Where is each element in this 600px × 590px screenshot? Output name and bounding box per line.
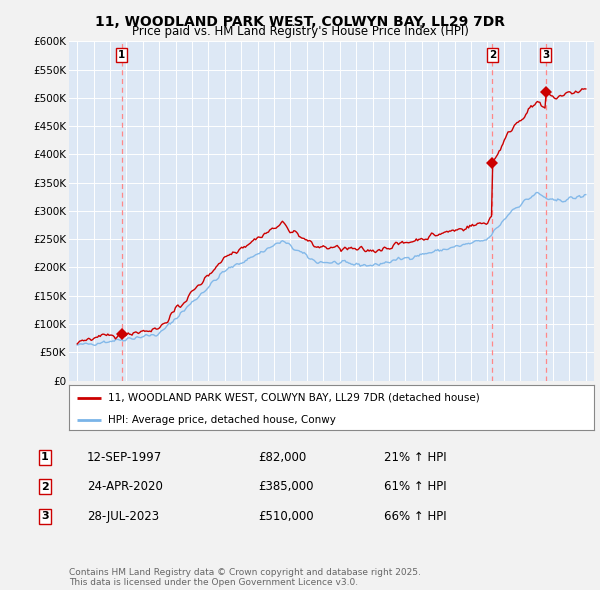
Text: 21% ↑ HPI: 21% ↑ HPI [384, 451, 446, 464]
Text: 2: 2 [488, 50, 496, 60]
Text: 11, WOODLAND PARK WEST, COLWYN BAY, LL29 7DR (detached house): 11, WOODLAND PARK WEST, COLWYN BAY, LL29… [109, 393, 480, 402]
Text: Contains HM Land Registry data © Crown copyright and database right 2025.
This d: Contains HM Land Registry data © Crown c… [69, 568, 421, 587]
Text: 11, WOODLAND PARK WEST, COLWYN BAY, LL29 7DR: 11, WOODLAND PARK WEST, COLWYN BAY, LL29… [95, 15, 505, 29]
Text: £82,000: £82,000 [258, 451, 306, 464]
Text: 28-JUL-2023: 28-JUL-2023 [87, 510, 159, 523]
Text: Price paid vs. HM Land Registry's House Price Index (HPI): Price paid vs. HM Land Registry's House … [131, 25, 469, 38]
Text: 24-APR-2020: 24-APR-2020 [87, 480, 163, 493]
Text: 1: 1 [41, 453, 49, 462]
Text: 12-SEP-1997: 12-SEP-1997 [87, 451, 162, 464]
Text: £385,000: £385,000 [258, 480, 314, 493]
Text: 1: 1 [118, 50, 125, 60]
Text: 3: 3 [542, 50, 550, 60]
Text: £510,000: £510,000 [258, 510, 314, 523]
Text: 2: 2 [41, 482, 49, 491]
Text: 3: 3 [41, 512, 49, 521]
Text: HPI: Average price, detached house, Conwy: HPI: Average price, detached house, Conw… [109, 415, 336, 425]
Text: 66% ↑ HPI: 66% ↑ HPI [384, 510, 446, 523]
Text: 61% ↑ HPI: 61% ↑ HPI [384, 480, 446, 493]
